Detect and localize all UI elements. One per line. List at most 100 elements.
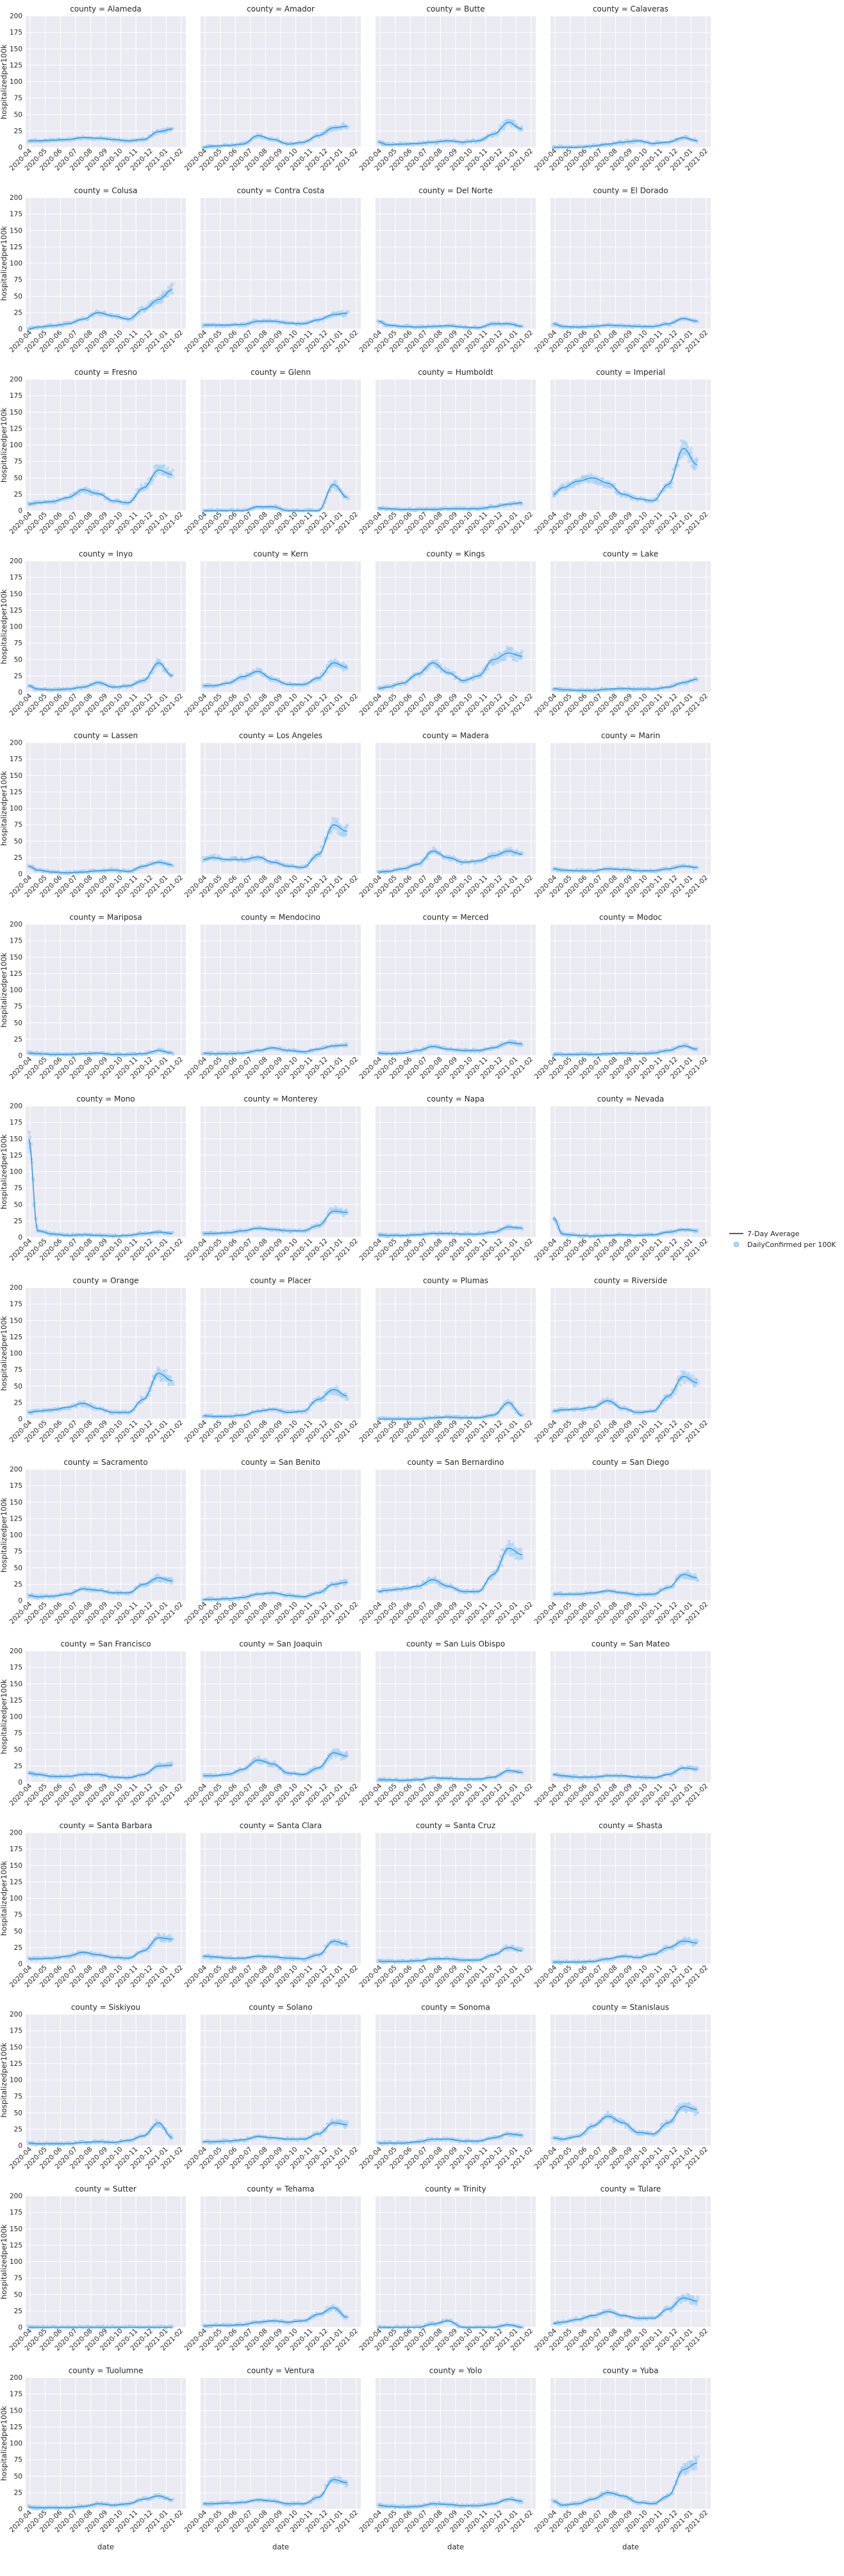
y-tick-label: 50	[14, 1201, 22, 1209]
y-tick-label: 100	[10, 442, 22, 449]
y-tick-label: 125	[10, 425, 22, 433]
y-tick-label: 100	[10, 78, 22, 86]
daily-point	[504, 657, 508, 661]
facet-title: county = Kern	[253, 550, 308, 559]
y-tick-label: 200	[10, 739, 22, 747]
y-tick-label: 75	[14, 95, 22, 103]
y-tick-label: 200	[10, 557, 22, 565]
facet-title: county = Lassen	[74, 731, 138, 740]
daily-point	[161, 464, 165, 468]
facet-title: county = Marin	[601, 731, 660, 740]
facet-title: county = Madera	[422, 731, 489, 740]
y-tick-label: 150	[10, 590, 22, 598]
y-tick-label: 0	[18, 508, 22, 515]
y-tick-label: 25	[14, 1218, 22, 1225]
y-tick-label: 150	[10, 227, 22, 235]
y-tick-label: 125	[10, 1152, 22, 1159]
y-tick-label: 175	[10, 211, 22, 219]
y-tick-label: 125	[10, 788, 22, 796]
y-tick-label: 75	[14, 458, 22, 466]
y-axis-label: hospitalizedper100k	[0, 408, 8, 483]
y-tick-label: 25	[14, 854, 22, 862]
y-tick-label: 100	[10, 987, 22, 995]
y-tick-label: 0	[18, 689, 22, 697]
y-tick-label: 50	[14, 111, 22, 119]
facet-lake: county = Lake2020-042020-052020-062020-0…	[533, 550, 711, 718]
daily-point	[515, 659, 518, 663]
y-tick-label: 50	[14, 474, 22, 482]
y-tick-label: 200	[10, 194, 22, 202]
y-tick-label: 100	[10, 1168, 22, 1176]
facet-title: county = Amador	[247, 4, 315, 13]
y-tick-label: 50	[14, 1020, 22, 1027]
y-tick-label: 125	[10, 607, 22, 615]
y-tick-label: 175	[10, 29, 22, 37]
facet-el-dorado: county = El Dorado2020-042020-052020-062…	[533, 186, 711, 354]
y-tick-label: 175	[10, 574, 22, 582]
facet-lassen: county = Lassen 0 25 50 75 100 125 150 175 200 hos…	[0, 731, 186, 899]
seven-day-average-line	[203, 126, 347, 148]
facet-title: county = Kings	[426, 550, 484, 559]
y-tick-label: 75	[14, 822, 22, 829]
y-tick-label: 25	[14, 491, 22, 499]
facet-mono: county = Mono 0 25 50 75 100 125 150 175 200 hospi…	[0, 1094, 186, 1262]
y-tick-label: 50	[14, 293, 22, 301]
facet-title: county = Lake	[603, 550, 659, 559]
facet-los-angeles: county = Los Angeles2020-042020-052020-0…	[183, 731, 361, 899]
facet-fresno: county = Fresno 0 25 50 75 100 125 150 175 200 hos…	[0, 368, 186, 536]
facet-alameda: county = Alameda 0 25 50 75 100 125 150 175 200 ho…	[0, 4, 186, 172]
y-tick-label: 175	[10, 755, 22, 763]
daily-point	[333, 817, 336, 821]
y-axis-label: hospitalizedper100k	[0, 1134, 8, 1209]
facet-title: county = Los Angeles	[239, 731, 322, 740]
y-tick-label: 200	[10, 376, 22, 384]
y-tick-label: 175	[10, 392, 22, 400]
facet-madera: county = Madera2020-042020-052020-062020…	[358, 731, 536, 899]
seven-day-average-line	[28, 128, 172, 142]
y-tick-label: 50	[14, 838, 22, 845]
facet-title: county = Fresno	[74, 368, 137, 377]
y-tick-label: 125	[10, 970, 22, 978]
facet-colusa: county = Colusa 0 25 50 75 100 125 150 175 200 hos…	[0, 186, 186, 354]
facet-calaveras: county = Calaveras2020-042020-052020-062…	[533, 4, 711, 172]
facet-title: county = Mendocino	[241, 913, 320, 922]
y-tick-label: 0	[18, 326, 22, 333]
facet-inyo: county = Inyo 0 25 50 75 100 125 150 175 200 hospi…	[0, 550, 186, 718]
y-tick-label: 0	[18, 144, 22, 152]
daily-point	[669, 485, 673, 489]
facet-title: county = Alameda	[70, 4, 142, 13]
facet-title: county = Humboldt	[418, 368, 493, 377]
y-tick-label: 0	[18, 871, 22, 879]
y-tick-label: 125	[10, 62, 22, 69]
facet-title: county = Inyo	[79, 550, 133, 559]
y-tick-label: 200	[10, 13, 22, 21]
y-axis-label: hospitalizedper100k	[0, 44, 8, 119]
daily-point	[596, 483, 600, 486]
y-tick-label: 100	[10, 623, 22, 631]
y-tick-label: 175	[10, 937, 22, 945]
daily-point	[689, 447, 693, 450]
facet-humboldt: county = Humboldt2020-042020-052020-0620…	[358, 368, 536, 536]
facet-modoc: county = Modoc2020-042020-052020-062020-…	[533, 913, 711, 1081]
facet-panels: county = Alameda 0 25 50 75 100 125 150 175 200 ho…	[0, 4, 711, 2552]
y-tick-label: 150	[10, 954, 22, 961]
y-tick-label: 75	[14, 640, 22, 647]
y-tick-label: 150	[10, 772, 22, 780]
facet-title: county = Merced	[423, 913, 489, 922]
y-tick-label: 75	[14, 276, 22, 284]
facet-title: county = Colusa	[74, 186, 138, 195]
facet-title: county = Butte	[426, 4, 484, 13]
y-tick-label: 200	[10, 1103, 22, 1110]
y-tick-label: 200	[10, 921, 22, 929]
y-tick-label: 100	[10, 260, 22, 268]
daily-point	[335, 818, 339, 822]
y-tick-label: 150	[10, 409, 22, 417]
y-tick-label: 100	[10, 805, 22, 813]
facet-title: county = Mono	[76, 1094, 135, 1103]
y-tick-label: 0	[18, 1052, 22, 1060]
facet-merced: county = Merced2020-042020-052020-062020…	[358, 913, 536, 1081]
y-tick-label: 150	[10, 45, 22, 53]
y-tick-label: 75	[14, 1185, 22, 1193]
daily-point	[170, 283, 174, 286]
